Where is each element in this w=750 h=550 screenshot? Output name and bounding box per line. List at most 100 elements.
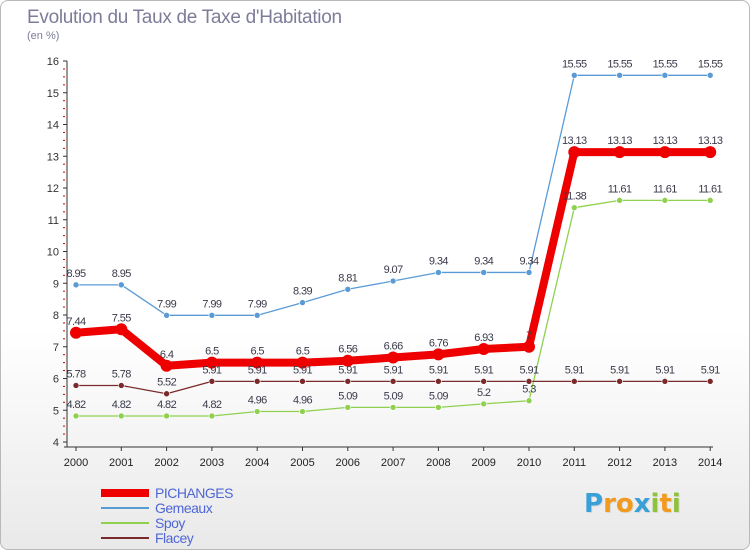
chart-title: Evolution du Taux de Taxe d'Habitation [27, 7, 342, 28]
data-label-flacey: 5.91 [701, 364, 720, 376]
data-point-pichanges [704, 146, 717, 159]
x-tick-label: 2003 [200, 457, 224, 469]
data-label-gemeaux: 9.07 [384, 264, 403, 276]
data-point-spoy [480, 400, 488, 408]
data-point-spoy [570, 204, 578, 211]
data-point-flacey [253, 378, 261, 385]
y-tick-label: 15 [47, 88, 59, 100]
data-label-gemeaux: 8.39 [293, 286, 312, 298]
data-point-flacey [118, 382, 125, 389]
x-tick-label: 2000 [64, 457, 88, 469]
data-label-gemeaux: 7.99 [248, 298, 267, 310]
data-point-pichanges [432, 348, 445, 361]
data-point-flacey [208, 378, 216, 385]
data-label-flacey: 5.91 [293, 364, 312, 376]
data-label-gemeaux: 15.55 [698, 58, 723, 70]
x-tick-label: 2012 [607, 457, 631, 469]
x-tick-label: 2001 [109, 457, 133, 469]
data-label-gemeaux: 8.81 [338, 272, 357, 284]
data-label-spoy: 4.96 [248, 395, 267, 407]
data-label-spoy: 11.61 [653, 183, 677, 195]
data-label-flacey: 5.91 [655, 364, 674, 376]
data-point-pichanges [205, 356, 218, 369]
data-label-pichanges: 6.4 [160, 349, 174, 361]
data-point-flacey [570, 378, 578, 385]
y-tick-label: 5 [53, 405, 59, 417]
data-label-pichanges: 13.13 [562, 135, 587, 147]
data-label-flacey: 5.91 [610, 364, 629, 376]
logo-letter: t [659, 489, 672, 519]
y-tick-label: 11 [48, 215, 59, 227]
data-point-flacey [480, 378, 488, 385]
data-point-gemeaux [706, 71, 714, 79]
data-point-pichanges [523, 340, 535, 353]
x-tick-label: 2006 [336, 457, 360, 469]
data-label-gemeaux: 8.95 [112, 268, 131, 280]
data-point-gemeaux [72, 281, 80, 289]
data-point-spoy [118, 412, 125, 420]
data-point-spoy [299, 408, 306, 415]
legend-swatch [101, 522, 149, 524]
data-label-spoy: 4.82 [66, 399, 85, 411]
data-point-pichanges [251, 356, 264, 369]
logo-letter: P [584, 489, 604, 519]
x-tick-label: 2007 [381, 457, 405, 469]
data-point-flacey [389, 378, 397, 385]
legend-label: PICHANGES [155, 485, 233, 501]
data-point-spoy [525, 397, 533, 405]
x-tick-label: 2004 [245, 457, 269, 469]
data-label-pichanges: 7.55 [112, 312, 131, 324]
data-point-gemeaux [163, 312, 170, 319]
data-label-pichanges: 6.93 [474, 332, 493, 344]
x-tick-label: 2009 [471, 457, 495, 469]
logo-letter: i [671, 489, 681, 519]
data-label-flacey: 5.91 [202, 364, 221, 376]
y-tick-label: 6 [53, 374, 59, 386]
data-point-spoy [435, 404, 442, 411]
data-label-gemeaux: 9.34 [429, 255, 448, 267]
data-label-spoy: 5.09 [429, 390, 448, 402]
data-point-pichanges [387, 351, 400, 364]
legend-item-gemeaux: Gemeaux [101, 500, 321, 516]
x-tick-label: 2013 [653, 457, 677, 469]
data-point-flacey [344, 378, 352, 385]
data-label-flacey: 5.91 [338, 364, 357, 376]
data-point-spoy [661, 197, 669, 204]
logo-letter: x [633, 489, 651, 519]
data-point-gemeaux [570, 71, 578, 79]
data-label-pichanges: 6.76 [429, 337, 448, 349]
data-point-spoy [389, 404, 397, 411]
data-label-spoy: 5.3 [522, 384, 536, 396]
data-point-spoy [706, 197, 714, 204]
x-tick-label: 2002 [154, 457, 178, 469]
data-point-spoy [163, 412, 170, 420]
data-label-gemeaux: 7.99 [157, 298, 176, 310]
data-label-flacey: 5.91 [565, 364, 584, 376]
data-label-flacey: 5.91 [248, 364, 267, 376]
data-label-gemeaux: 15.55 [607, 58, 632, 70]
legend-item-spoy: Spoy [101, 515, 321, 531]
y-tick-label: 7 [53, 342, 59, 354]
x-tick-label: 2011 [562, 457, 586, 469]
data-point-gemeaux [435, 269, 442, 276]
data-label-spoy: 5.09 [338, 390, 357, 402]
data-label-spoy: 4.82 [112, 399, 131, 411]
data-point-pichanges [160, 359, 173, 372]
data-point-spoy [616, 197, 623, 204]
data-point-pichanges [296, 356, 309, 369]
y-tick-label: 10 [47, 247, 59, 259]
data-label-spoy: 5.09 [384, 390, 403, 402]
data-point-gemeaux [118, 281, 125, 289]
data-label-pichanges: 6.5 [296, 346, 310, 358]
data-label-gemeaux: 15.55 [653, 58, 678, 70]
y-tick-label: 12 [47, 183, 59, 195]
data-point-gemeaux [616, 71, 623, 79]
data-point-gemeaux [525, 269, 533, 276]
x-tick-label: 2010 [517, 457, 541, 469]
data-label-pichanges: 6.56 [338, 344, 357, 356]
data-label-pichanges: 13.13 [653, 135, 678, 147]
data-point-gemeaux [661, 71, 669, 79]
data-label-pichanges: 7.44 [66, 316, 85, 328]
